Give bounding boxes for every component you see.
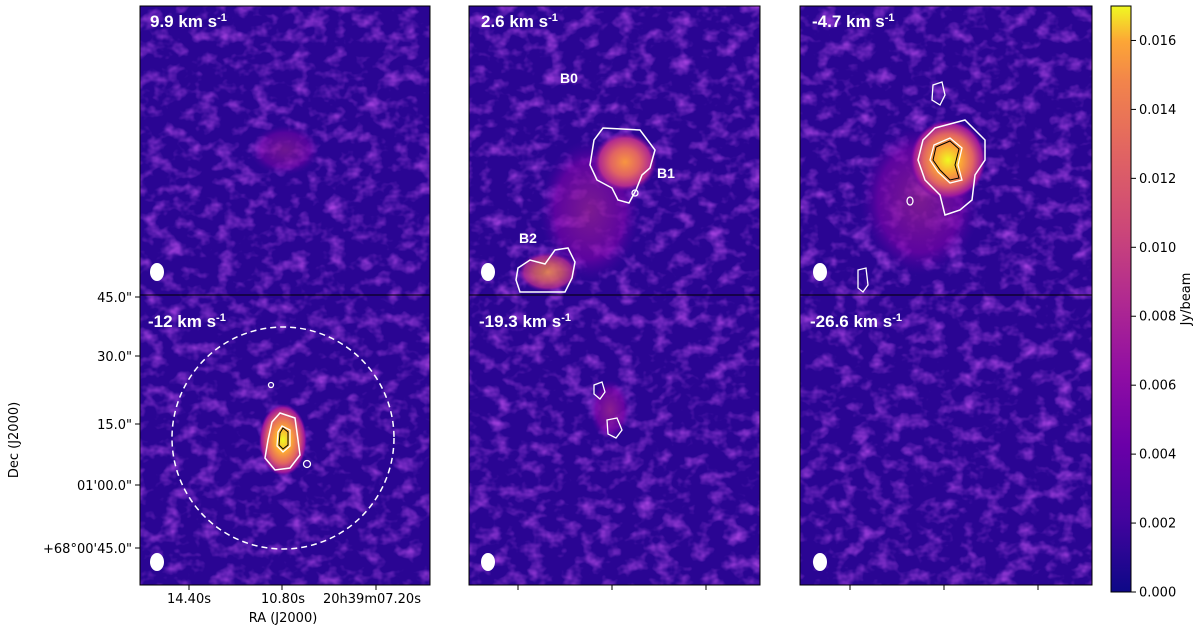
panel-4-frame <box>139 294 431 586</box>
colorbar-tick-label: 0.012 <box>1139 172 1176 187</box>
colorbar-tick-label: 0.000 <box>1139 586 1176 601</box>
y-tick-label: +68°00'45.0" <box>43 542 132 557</box>
x-tick-label: 20h39m07.20s <box>323 592 421 607</box>
panel-4-inner-contour-dark <box>278 427 289 450</box>
panel-5-frame <box>468 294 761 586</box>
panel-2-b1-contour <box>589 127 656 204</box>
panel-3-velocity-label: -4.7 km s-1 <box>812 12 895 31</box>
x-tick-label: 14.40s <box>167 592 211 607</box>
panel-3-core-emission <box>910 120 986 200</box>
panel-1-beam <box>150 263 164 281</box>
panel-3-inner-contour <box>929 137 963 184</box>
colorbar-ticks: 0.000 0.002 0.004 0.006 0.008 0.010 0.012 0.014… <box>1131 34 1176 601</box>
panel-6-velocity-label: -26.6 km s-1 <box>810 312 902 331</box>
panel-5-velocity-label: -19.3 km s-1 <box>479 312 571 331</box>
colorbar-label: Jy/beam <box>1179 273 1194 327</box>
panel-6: -26.6 km s-1 <box>800 295 1092 585</box>
panel-5: -19.3 km s-1 <box>469 295 760 585</box>
panel-6-beam <box>813 553 827 571</box>
panel-3-inner-contour-dark <box>932 140 960 181</box>
x-axis-title: RA (J2000) <box>249 611 318 626</box>
panel-2-beam <box>481 263 495 281</box>
y-tick-label: 15.0" <box>97 418 132 433</box>
panel-2-source-b1: B1 <box>657 165 675 181</box>
panel-3-outer-contour <box>917 119 986 216</box>
colorbar-tick-label: 0.014 <box>1139 103 1176 118</box>
y-axis-title: Dec (J2000) <box>7 402 22 478</box>
panel-5-contour-bottom <box>606 417 623 439</box>
panel-5-faint-emission <box>590 380 630 440</box>
panel-3: -4.7 km s-1 <box>800 6 1092 295</box>
panel-2-source-b0: B0 <box>560 70 578 86</box>
colorbar-tick-label: 0.004 <box>1139 448 1176 463</box>
y-axis: 45.0" 30.0" 15.0" 01'00.0" +68°00'45.0" … <box>7 291 140 557</box>
panel-2: B0 B1 B2 2.6 km s-1 <box>469 6 760 295</box>
panel-4-dashed-circle <box>171 326 395 550</box>
panel-1-velocity-label: 9.9 km s-1 <box>150 12 227 31</box>
panel-6-frame <box>799 294 1093 586</box>
panel-4-small-contour-top <box>267 381 275 389</box>
panel-4: -12 km s-1 <box>140 295 430 585</box>
panel-5-beam <box>481 553 495 571</box>
y-tick-label: 01'00.0" <box>77 479 132 494</box>
panel-5-noise <box>469 295 760 585</box>
panel-4-outer-contour <box>264 412 301 471</box>
panel-5-contour-top <box>593 381 606 400</box>
x-tick-label: 10.80s <box>261 592 305 607</box>
panel-2-b2-emission <box>518 252 578 292</box>
colorbar-tick-label: 0.002 <box>1139 517 1176 532</box>
panel-3-small-contour-top <box>931 81 946 106</box>
panel-3-beam <box>813 263 827 281</box>
panel-3-small-contour-bottom <box>857 267 869 293</box>
panel-2-b1-small-contour <box>631 189 639 197</box>
colorbar-gradient <box>1110 5 1132 593</box>
panel-2-velocity-label: 2.6 km s-1 <box>481 12 558 31</box>
colorbar: 0.000 0.002 0.004 0.006 0.008 0.010 0.012 0.014… <box>1110 5 1194 601</box>
y-tick-label: 30.0" <box>97 350 132 365</box>
panel-4-velocity-label: -12 km s-1 <box>148 312 226 331</box>
colorbar-tick-label: 0.016 <box>1139 34 1176 49</box>
colorbar-tick-label: 0.006 <box>1139 379 1176 394</box>
panel-3-small-contour-left <box>906 196 914 206</box>
panel-2-b2-contour <box>515 247 576 293</box>
panel-4-core-emission <box>259 404 307 476</box>
panel-6-noise <box>800 295 1092 585</box>
y-tick-label: 45.0" <box>97 291 132 306</box>
colorbar-tick-label: 0.010 <box>1139 241 1176 256</box>
panel-1-faint-emission <box>250 125 320 175</box>
panel-4-inner-contour <box>276 425 291 453</box>
panel-4-small-contour-right <box>302 459 312 469</box>
colorbar-tick-label: 0.008 <box>1139 310 1176 325</box>
panel-4-beam <box>150 553 164 571</box>
panel-1: 9.9 km s-1 <box>140 6 430 295</box>
panel-tick-marks <box>517 585 1039 590</box>
panel-2-source-b2: B2 <box>519 230 537 246</box>
x-axis: 14.40s 10.80s 20h39m07.20s RA (J2000) <box>167 585 421 626</box>
